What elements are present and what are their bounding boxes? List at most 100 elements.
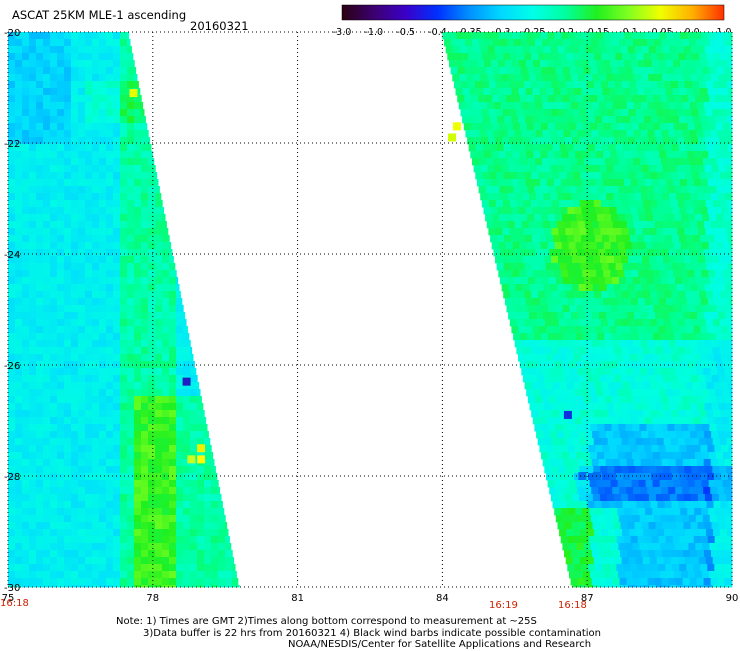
heatmap-cell [610, 60, 618, 68]
heatmap-cell [514, 158, 522, 166]
heatmap-cell [29, 368, 37, 376]
heatmap-cell [127, 130, 135, 138]
heatmap-cell [711, 46, 720, 54]
heatmap-cell [633, 487, 641, 495]
heatmap-cell [183, 417, 191, 425]
heatmap-cell [120, 473, 128, 481]
heatmap-cell [8, 333, 16, 341]
heatmap-cell [648, 550, 656, 558]
heatmap-cell [50, 361, 58, 369]
heatmap-cell [620, 494, 629, 502]
heatmap-cell [665, 445, 673, 453]
heatmap-cell [64, 557, 72, 565]
heatmap-cell [155, 424, 163, 432]
heatmap-cell [57, 424, 65, 432]
heatmap-cell [611, 515, 620, 523]
heatmap-cell [197, 585, 205, 588]
heatmap-cell [92, 102, 100, 110]
heatmap-cell [589, 270, 597, 278]
heatmap-cell [548, 95, 556, 103]
heatmap-cell [127, 284, 135, 292]
heatmap-cell [134, 431, 142, 439]
heatmap-cell [148, 543, 156, 551]
heatmap-cell [631, 389, 639, 397]
heatmap-cell [569, 214, 577, 222]
heatmap-cell [134, 74, 138, 82]
heatmap-cell [43, 228, 51, 236]
heatmap-cell [616, 564, 624, 572]
heatmap-cell [633, 340, 642, 348]
heatmap-cell [106, 564, 114, 572]
heatmap-cell [596, 480, 604, 488]
heatmap-cell [85, 480, 93, 488]
heatmap-cell [630, 564, 638, 572]
heatmap-cell [169, 550, 177, 558]
heatmap-cell [690, 46, 699, 54]
heatmap-cell [155, 298, 163, 306]
heatmap-cell [599, 375, 608, 383]
heatmap-cell [218, 529, 226, 537]
heatmap-cell [666, 123, 675, 131]
heatmap-cell [588, 536, 597, 544]
heatmap-cell [614, 81, 623, 89]
heatmap-cell [641, 74, 649, 82]
heatmap-cell [602, 88, 610, 96]
heatmap-cell [517, 144, 526, 152]
heatmap-cell [607, 200, 616, 208]
heatmap-cell [78, 95, 86, 103]
heatmap-cell [720, 529, 728, 537]
heatmap-cell [651, 179, 660, 187]
heatmap-cell [127, 179, 135, 187]
heatmap-cell [606, 522, 614, 530]
heatmap-cell [533, 389, 541, 397]
heatmap-cell [553, 417, 562, 425]
heatmap-cell [36, 95, 44, 103]
heatmap-cell [553, 179, 562, 187]
heatmap-cell [687, 508, 695, 516]
heatmap-cell [672, 207, 680, 215]
heatmap-cell [141, 501, 149, 509]
heatmap-cell [120, 557, 128, 565]
heatmap-cell [663, 438, 672, 446]
heatmap-cell [8, 270, 16, 278]
heatmap-cell [580, 172, 588, 180]
heatmap-cell [696, 130, 704, 138]
heatmap-cell [685, 53, 693, 61]
heatmap-cell [730, 515, 733, 523]
heatmap-cell [548, 396, 557, 404]
heatmap-cell [622, 263, 630, 271]
heatmap-cell [71, 473, 79, 481]
heatmap-cell [22, 389, 30, 397]
heatmap-cell [698, 200, 707, 208]
heatmap-cell [573, 53, 581, 61]
heatmap-cell [127, 144, 135, 152]
heatmap-cell [148, 487, 156, 495]
heatmap-cell [644, 179, 653, 187]
heatmap-cell [632, 186, 640, 194]
heatmap-cell [670, 256, 678, 264]
heatmap-cell [522, 193, 530, 201]
heatmap-cell [648, 494, 657, 502]
heatmap-cell [463, 123, 472, 131]
heatmap-cell [64, 480, 72, 488]
heatmap-cell [85, 116, 93, 124]
heatmap-cell [653, 305, 661, 313]
heatmap-cell [640, 130, 648, 138]
heatmap-cell [596, 60, 604, 68]
heatmap-cell [183, 508, 191, 516]
heatmap-cell [709, 186, 717, 194]
heatmap-cell [57, 410, 65, 418]
heatmap-cell [686, 536, 695, 544]
heatmap-cell [502, 109, 510, 117]
heatmap-cell [162, 564, 170, 572]
heatmap-cell [43, 578, 51, 586]
heatmap-cell [36, 473, 44, 481]
heatmap-cell [688, 333, 696, 341]
heatmap-cell [525, 326, 533, 334]
heatmap-cell [667, 67, 675, 75]
heatmap-cell [564, 165, 572, 173]
heatmap-cell [706, 172, 714, 180]
heatmap-cell [731, 487, 733, 495]
heatmap-cell [658, 298, 667, 306]
heatmap-cell [646, 424, 654, 432]
